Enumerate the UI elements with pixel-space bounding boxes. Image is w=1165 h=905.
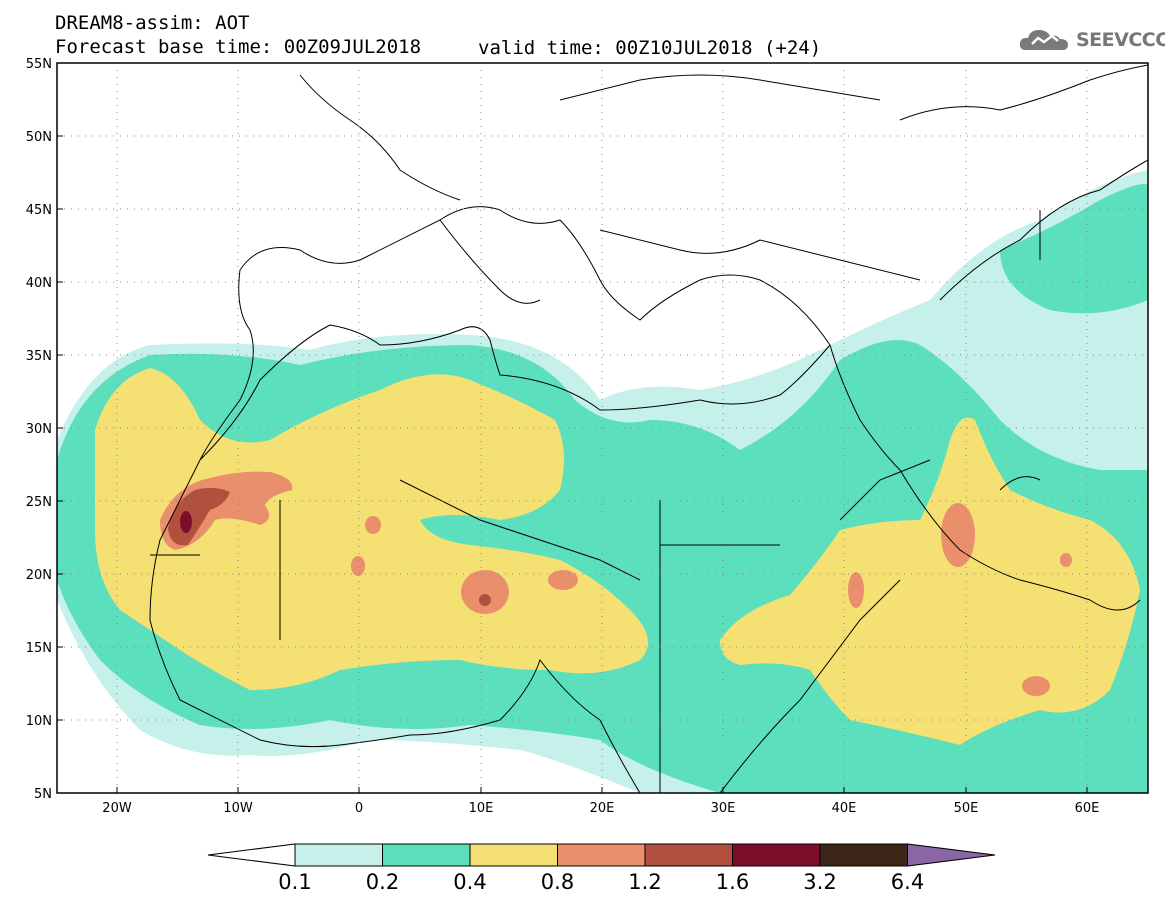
- seevccc-logo: SEEVCCC: [1018, 24, 1165, 56]
- colorbar-label: 1.6: [715, 870, 750, 894]
- lat-labels: 55N 50N 45N 40N 35N 30N 25N 20N 15N 10N …: [26, 57, 52, 802]
- lat-label: 55N: [26, 57, 52, 72]
- lat-label: 5N: [34, 787, 52, 802]
- lat-label: 35N: [26, 349, 52, 364]
- aot-band-0-8-h: [1060, 553, 1072, 567]
- cloud-icon: [1019, 30, 1068, 50]
- lon-label: 20E: [590, 801, 615, 816]
- coastlines: [149, 64, 1148, 793]
- lon-label: 20W: [102, 801, 132, 816]
- aot-band-0-2-east: [1000, 184, 1148, 314]
- colorbar-segment: [557, 843, 646, 867]
- lon-labels: 20W 10W 0 10E 20E 30E 40E 50E 60E: [102, 801, 1099, 816]
- colorbar-label: 0.1: [278, 870, 312, 894]
- aot-band-0-8-a: [461, 570, 509, 614]
- aot-band-1-6: [180, 511, 192, 533]
- valid-time: valid time: 00Z10JUL2018 (+24): [478, 37, 822, 59]
- colorbar-label: 0.2: [365, 870, 400, 894]
- lat-label: 15N: [26, 641, 52, 656]
- lon-label: 50E: [954, 801, 979, 816]
- lon-label: 0: [355, 801, 363, 816]
- aot-band-0-8-f: [1022, 676, 1050, 696]
- colorbar: [207, 843, 996, 867]
- colorbar-segment: [819, 843, 908, 867]
- aot-field: [57, 170, 1148, 793]
- aot-band-0-8-g: [848, 572, 864, 608]
- lat-label: 20N: [26, 568, 52, 583]
- colorbar-segment: [382, 843, 471, 867]
- map-title: DREAM8-assim: AOT: [55, 12, 250, 34]
- lat-label: 30N: [26, 422, 52, 437]
- lat-label: 45N: [26, 203, 52, 218]
- lat-label: 50N: [26, 130, 52, 145]
- aot-band-0-8-b: [548, 570, 578, 590]
- colorbar-label: 6.4: [890, 870, 925, 894]
- colorbar-label: 3.2: [803, 870, 837, 894]
- logo-text: SEEVCCC: [1076, 29, 1165, 51]
- aot-band-0-8-d: [351, 556, 365, 576]
- colorbar-segment: [644, 843, 733, 867]
- colorbar-segment: [294, 843, 383, 867]
- gridlines: [57, 63, 1148, 793]
- lon-label: 30E: [711, 801, 736, 816]
- lon-label: 40E: [832, 801, 857, 816]
- lat-label: 10N: [26, 714, 52, 729]
- aot-band-0-4-east: [720, 417, 1140, 745]
- colorbar-label: 1.2: [628, 870, 662, 894]
- tick-marks: [57, 62, 1088, 794]
- lon-label: 10E: [469, 801, 494, 816]
- lat-label: 25N: [26, 495, 52, 510]
- aot-band-0-8-c: [365, 516, 381, 534]
- colorbar-max-arrow: [907, 843, 996, 867]
- colorbar-label: 0.4: [453, 870, 487, 894]
- aot-band-1-2-b: [479, 594, 491, 606]
- lat-label: 40N: [26, 276, 52, 291]
- colorbar-label: 0.8: [540, 870, 575, 894]
- forecast-base-time: Forecast base time: 00Z09JUL2018: [55, 36, 422, 58]
- lon-label: 60E: [1075, 801, 1100, 816]
- colorbar-min-arrow: [207, 843, 296, 867]
- colorbar-segment: [732, 843, 821, 867]
- lon-label: 10W: [223, 801, 253, 816]
- colorbar-segment: [469, 843, 558, 867]
